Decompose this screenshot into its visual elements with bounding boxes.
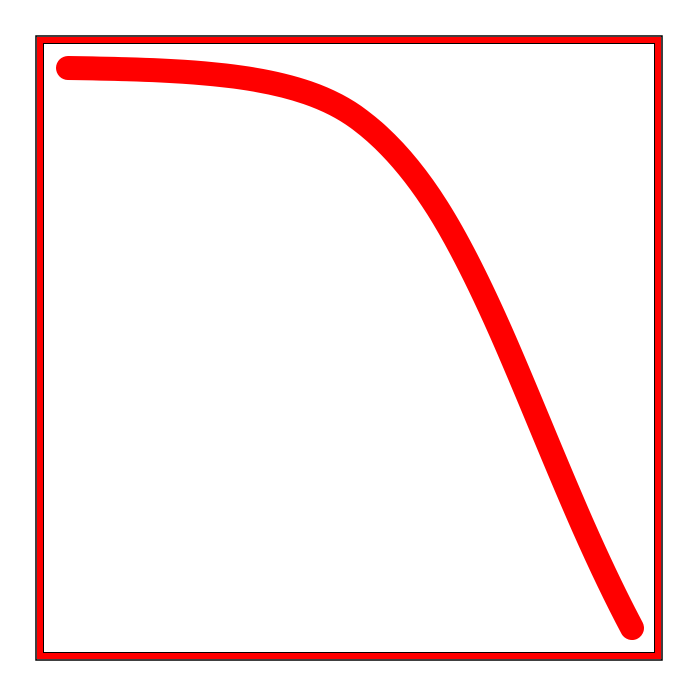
curve xyxy=(56,56,644,640)
frame xyxy=(37,37,661,659)
frame-inner-edge xyxy=(43,43,655,653)
frame-outer-edge xyxy=(35,35,663,661)
